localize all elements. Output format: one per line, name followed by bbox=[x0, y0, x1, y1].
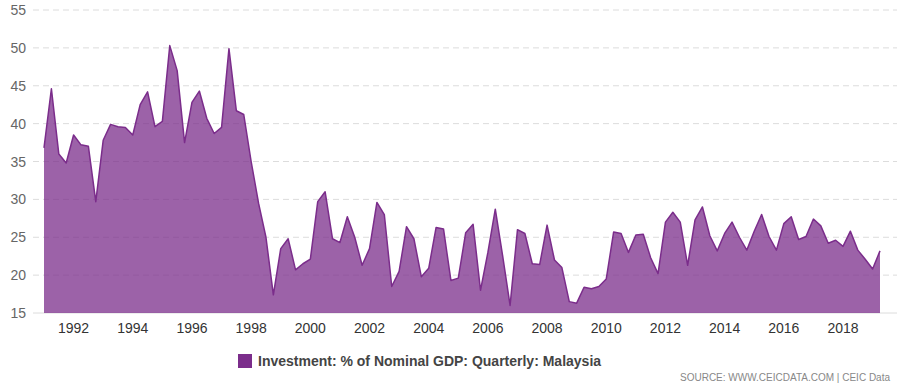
y-tick-label: 40 bbox=[10, 116, 26, 132]
y-tick-label: 50 bbox=[10, 40, 26, 56]
x-tick-label: 2008 bbox=[532, 320, 563, 336]
y-tick-label: 25 bbox=[10, 229, 26, 245]
y-tick-label: 35 bbox=[10, 154, 26, 170]
chart: 15 20 25 30 35 40 45 50 55 1992 1994 1996 1998 2000 20… bbox=[0, 0, 897, 385]
x-tick-label: 1994 bbox=[117, 320, 148, 336]
y-tick-label: 30 bbox=[10, 191, 26, 207]
x-tick-label: 1992 bbox=[58, 320, 89, 336]
legend-label: Investment: % of Nominal GDP: Quarterly:… bbox=[258, 353, 601, 369]
y-tick-label: 20 bbox=[10, 267, 26, 283]
x-tick-label: 2018 bbox=[827, 320, 858, 336]
area-line bbox=[44, 46, 880, 306]
x-tick-label: 2016 bbox=[768, 320, 799, 336]
x-tick-label: 1998 bbox=[236, 320, 267, 336]
x-tick-label: 2000 bbox=[295, 320, 326, 336]
x-tick-label: 2006 bbox=[472, 320, 503, 336]
legend: Investment: % of Nominal GDP: Quarterly:… bbox=[238, 353, 601, 369]
y-tick-label: 55 bbox=[10, 2, 26, 18]
x-tick-label: 2014 bbox=[709, 320, 740, 336]
plot-area bbox=[44, 46, 880, 313]
grid bbox=[33, 10, 897, 313]
x-tick-label: 2012 bbox=[650, 320, 681, 336]
y-tick-label: 15 bbox=[10, 305, 26, 321]
x-tick-label: 2010 bbox=[591, 320, 622, 336]
legend-swatch bbox=[238, 354, 252, 368]
x-tick-label: 2004 bbox=[413, 320, 444, 336]
grid-line bbox=[33, 10, 897, 11]
x-tick-label: 1996 bbox=[176, 320, 207, 336]
y-tick-label: 45 bbox=[10, 78, 26, 94]
source-note: SOURCE: WWW.CEICDATA.COM | CEIC Data bbox=[680, 372, 890, 383]
grid-line bbox=[33, 47, 897, 48]
grid-line bbox=[33, 85, 897, 86]
area bbox=[44, 46, 880, 313]
x-tick-label: 2002 bbox=[354, 320, 385, 336]
